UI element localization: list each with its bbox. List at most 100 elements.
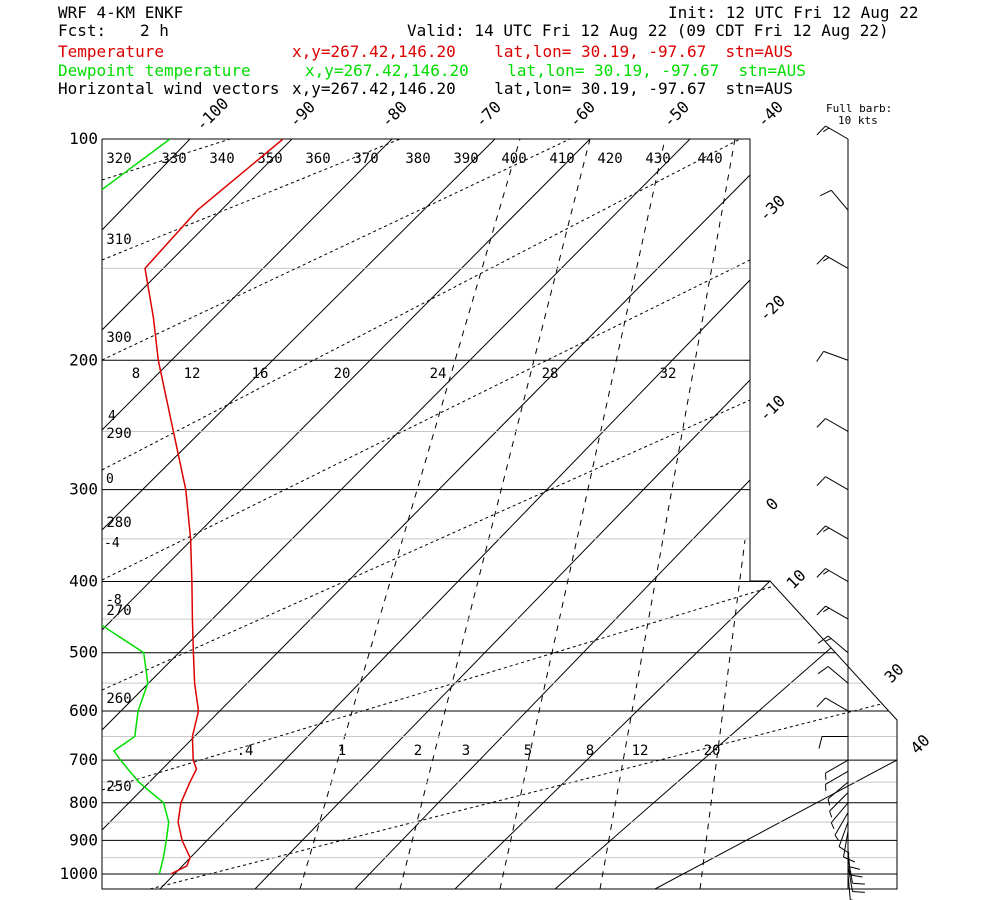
isotherm-left-label: 0 [106, 472, 114, 487]
wind-barb [819, 189, 849, 211]
pressure-tick-label: 900 [69, 830, 98, 849]
wind-barb-staff [827, 781, 849, 800]
pressure-tick-label: 100 [69, 129, 98, 148]
theta-label: 270 [106, 603, 131, 619]
wind-barb-staff [825, 697, 849, 712]
isotherm-label: 40 [907, 731, 934, 758]
wind-barb [817, 635, 849, 654]
legend-dewpoint-info: x,y=267.42,146.20 lat,lon= 30.19, -97.67… [305, 61, 806, 80]
wind-barb-flag [830, 822, 835, 830]
wind-barb [816, 605, 849, 620]
wind-barb-flag [819, 189, 832, 197]
wind-barb [818, 735, 849, 749]
wind-barb-flag [834, 834, 840, 841]
legend-temperature-name: Temperature [58, 42, 164, 61]
legend-temperature-info: x,y=267.42,146.20 lat,lon= 30.19, -97.67… [292, 42, 793, 61]
background-line [699, 539, 746, 889]
wind-barb-flag [816, 125, 826, 136]
wind-barb [838, 821, 850, 854]
wind-barb-flag [829, 810, 833, 818]
wind-barb [827, 781, 849, 806]
theta-label: 290 [106, 426, 131, 442]
isotherm-label: -10 [755, 391, 789, 425]
wind-barb-staff [830, 189, 849, 211]
wind-barb-staff [829, 792, 849, 812]
isotherm-label: 30 [881, 660, 908, 687]
isotherm-label: -70 [471, 97, 505, 131]
isotherm-label: 10 [783, 566, 810, 593]
wind-barb [817, 666, 849, 684]
background-line [102, 139, 496, 531]
pressure-tick-label: 600 [69, 701, 98, 720]
wind-barb-flag [823, 527, 830, 533]
wind-barb-flag [852, 891, 865, 893]
wind-barb [816, 476, 849, 491]
pressure-tick-label: 1000 [59, 864, 98, 883]
dewpoint-line [102, 139, 171, 875]
background-line [102, 559, 861, 791]
background-line [102, 139, 393, 431]
mixing-ratio-label: 20 [704, 743, 721, 759]
wind-barb-staff [843, 831, 849, 858]
wind-barb-staff [847, 873, 851, 900]
wind-barb-staff [825, 770, 849, 785]
wind-barb [816, 525, 849, 540]
pressure-tick-label: 300 [69, 480, 98, 499]
wind-barb-flag [816, 418, 826, 428]
wind-barb [816, 350, 849, 362]
background-line [454, 580, 771, 889]
wind-barb-staff [825, 254, 849, 269]
wind-barb [830, 802, 849, 830]
theta-label: 250 [106, 779, 131, 795]
theta-e-label: 380 [405, 151, 430, 167]
mixing-ratio-label: 8 [132, 366, 140, 382]
wind-barb-flag [838, 846, 850, 854]
wind-barb-flag [823, 570, 830, 575]
wind-barb-staff [825, 525, 849, 540]
background-line [254, 379, 751, 889]
isotherm-label: -100 [192, 94, 233, 135]
background-line [102, 139, 231, 181]
theta-e-label: 430 [645, 151, 670, 167]
background-line [102, 139, 691, 731]
wind-barb [847, 873, 855, 900]
background-line [102, 399, 751, 691]
theta-label: 280 [106, 515, 131, 531]
theta-label: 260 [106, 691, 131, 707]
wind-barb [825, 759, 849, 780]
theta-e-label: 360 [305, 151, 330, 167]
legend-wind-info: x,y=267.42,146.20 lat,lon= 30.19, -97.67… [292, 79, 793, 98]
wind-barb-flag [816, 697, 826, 708]
wind-barb [816, 418, 849, 432]
wind-barb-flag [818, 736, 823, 749]
background-line [102, 139, 191, 231]
wind-barb-flag [852, 882, 865, 885]
init-time: Init: 12 UTC Fri 12 Aug 22 [668, 3, 919, 22]
wind-barb-flag [850, 874, 863, 878]
pressure-tick-label: 200 [69, 350, 98, 369]
wind-barb-staff [825, 418, 849, 432]
wind-barb [834, 812, 849, 841]
mixing-ratio-label: 2 [414, 743, 422, 759]
background-line [159, 279, 751, 889]
wind-barb [847, 849, 863, 878]
isotherm-label: -60 [565, 97, 599, 131]
pressure-tick-label: 700 [69, 750, 98, 769]
valid-time: Valid: 14 UTC Fri 12 Aug 22 (09 CDT Fri … [407, 21, 889, 40]
wind-barb [843, 831, 856, 863]
wind-barb-flag [817, 666, 829, 675]
mixing-ratio-label: 3 [462, 743, 470, 759]
mixing-ratio-label: 12 [632, 743, 649, 759]
theta-e-label: 440 [697, 151, 722, 167]
pressure-tick-label: 500 [69, 643, 98, 662]
theta-e-label: 350 [257, 151, 282, 167]
wind-barb-flag [816, 255, 826, 265]
wind-barb-staff [847, 865, 853, 892]
theta-e-label: 330 [161, 151, 186, 167]
background-line [102, 139, 591, 631]
wind-barb-flag [816, 351, 825, 362]
theta-e-label: 420 [597, 151, 622, 167]
wind-barb-flag [843, 856, 856, 863]
